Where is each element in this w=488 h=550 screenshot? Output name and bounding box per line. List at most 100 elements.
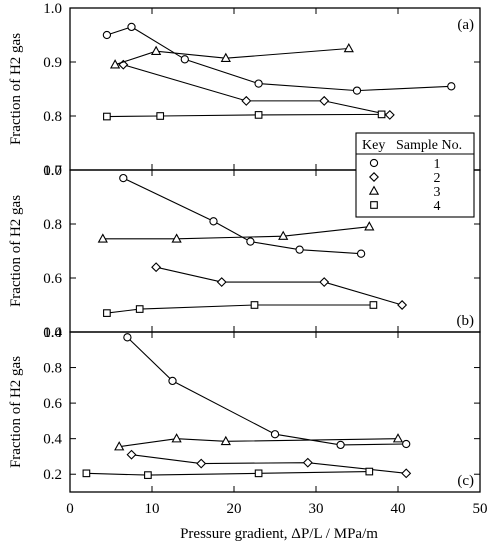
data-point — [109, 59, 121, 69]
x-axis: 0 10 20 30 40 50 — [66, 501, 487, 517]
series-line — [155, 266, 403, 306]
data-point — [97, 233, 108, 243]
data-point — [365, 467, 374, 476]
panel-tag: (c) — [457, 473, 474, 489]
y-tick-label: 0.8 — [43, 361, 62, 377]
data-point — [254, 469, 263, 478]
legend-label: 1 — [434, 157, 441, 172]
data-point — [343, 42, 354, 53]
y-tick-label: 0.2 — [43, 467, 62, 483]
series-line — [131, 454, 407, 474]
data-point — [356, 249, 366, 258]
data-point — [241, 95, 252, 106]
data-point — [364, 221, 375, 231]
data-point — [103, 112, 111, 121]
y-tick-label: 0.4 — [43, 432, 62, 448]
data-point — [250, 301, 259, 309]
panel-frame — [69, 331, 481, 493]
series-line — [114, 47, 349, 66]
data-point — [102, 30, 112, 40]
data-point — [302, 457, 313, 468]
data-point — [144, 471, 152, 479]
series-circle — [119, 173, 366, 258]
y-tick-label: 0.8 — [43, 109, 62, 125]
data-point — [135, 305, 144, 313]
data-point — [103, 309, 111, 317]
legend-label: 3 — [434, 185, 441, 200]
data-point — [168, 376, 177, 386]
series-triangle — [97, 221, 375, 243]
x-tick-label: 40 — [391, 501, 406, 517]
y-tick-label: 1.0 — [43, 325, 62, 341]
y-tick-label: 1.0 — [43, 163, 62, 179]
series-line — [86, 471, 370, 476]
series-line — [123, 64, 390, 116]
x-axis-label: Pressure gradient, ΔP/L / MPa/m — [180, 526, 378, 542]
x-tick-label: 20 — [227, 501, 242, 517]
series-line — [106, 113, 382, 118]
panel-tag: (a) — [457, 17, 474, 33]
y-tick-label: 0.8 — [43, 217, 62, 233]
series-square — [103, 110, 386, 121]
legend-header-key: Key — [362, 138, 385, 153]
data-point — [220, 435, 231, 446]
data-point — [369, 301, 378, 309]
series-triangle — [114, 433, 404, 451]
series-circle — [102, 22, 456, 95]
data-point — [123, 333, 132, 342]
legend-header-sample: Sample No. — [396, 138, 462, 153]
data-point — [171, 433, 182, 443]
data-point — [150, 45, 162, 55]
y-tick-label: 1.0 — [43, 1, 62, 17]
y-tick-label: 0.6 — [43, 396, 62, 412]
panel-c: 0.2 0.4 0.6 0.8 1.0 Fraction of H2 gas (c) — [8, 325, 481, 493]
data-point — [336, 440, 345, 450]
series-line — [106, 304, 374, 314]
y-tick-label: 0.9 — [43, 55, 62, 71]
data-point — [119, 173, 128, 183]
data-point — [220, 52, 231, 62]
series-line — [106, 26, 452, 92]
data-point — [209, 217, 218, 226]
x-tick-label: 10 — [145, 501, 160, 517]
series-diamond — [118, 59, 395, 120]
data-point — [246, 237, 255, 246]
data-point — [319, 95, 330, 106]
series-circle — [123, 333, 411, 450]
data-point — [377, 110, 386, 119]
data-point — [384, 109, 395, 120]
data-point — [82, 469, 91, 478]
data-point — [295, 245, 304, 254]
data-point — [319, 277, 330, 288]
panel-tag: (b) — [457, 313, 475, 329]
y-axis-label: Fraction of H2 gas — [8, 195, 24, 307]
legend-marker-square — [370, 201, 378, 209]
y-axis-label: Fraction of H2 gas — [8, 356, 24, 468]
data-point — [156, 112, 165, 120]
legend-label: 2 — [434, 171, 441, 186]
data-point — [397, 300, 408, 310]
y-axis-label: Fraction of H2 gas — [8, 33, 24, 145]
data-point — [278, 230, 289, 240]
x-tick-label: 50 — [473, 501, 488, 517]
series-triangle — [109, 42, 354, 69]
data-point — [270, 430, 280, 439]
series-line — [119, 438, 399, 448]
panel-a: 0.7 0.8 0.9 1.0 Fraction of H2 gas (a) — [8, 1, 481, 179]
data-point — [402, 439, 411, 449]
data-point — [254, 79, 263, 88]
y-tick-label: 0.6 — [43, 271, 62, 287]
x-tick-label: 0 — [66, 501, 74, 517]
data-point — [447, 82, 456, 91]
panel-b: 0.4 0.6 0.8 1.0 Fraction of H2 gas (b) — [8, 163, 481, 341]
data-point — [180, 55, 189, 64]
legend-marker-diamond — [369, 172, 379, 182]
data-point — [151, 262, 162, 273]
data-point — [352, 86, 362, 95]
series-diamond — [126, 449, 412, 479]
data-point — [171, 233, 182, 243]
data-point — [114, 441, 125, 451]
data-point — [401, 468, 412, 479]
